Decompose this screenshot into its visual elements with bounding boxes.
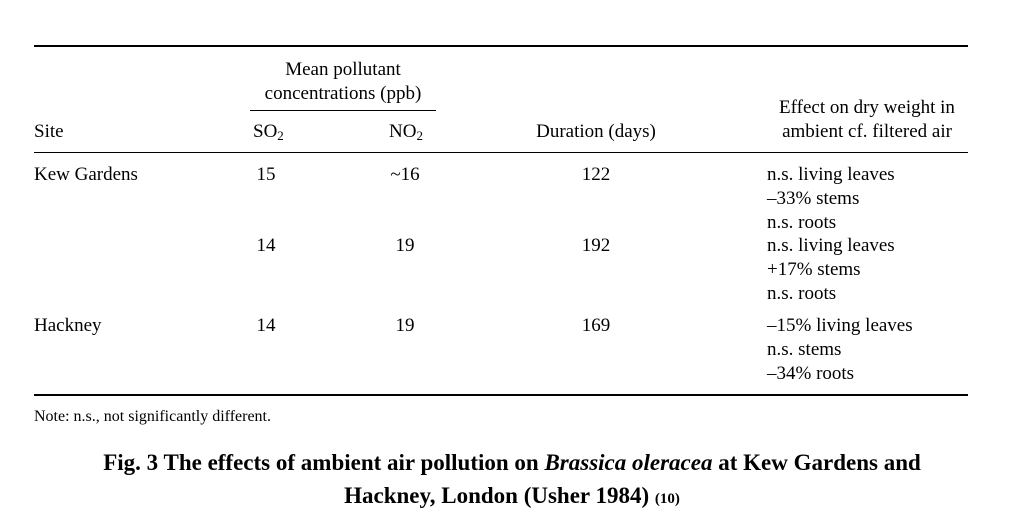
effect-header-line1: Effect on dry weight in [779,97,955,118]
row2-effects: n.s. living leaves +17% stems n.s. roots [767,234,895,306]
row2-duration: 192 [581,235,611,256]
caption-line2-text: Hackney, London (Usher 1984) [344,483,655,508]
column-header-no2: NO2 [389,120,423,144]
caption-line2: Hackney, London (Usher 1984) (10) [0,479,1024,516]
group-header: Mean pollutant concentrations (ppb) [240,58,446,106]
so2-subscript: 2 [277,128,284,143]
row1-site: Kew Gardens [34,164,138,185]
header-bottom-rule [34,152,968,153]
group-header-line2: concentrations (ppb) [264,83,422,104]
group-header-line1: Mean pollutant [285,59,401,80]
so2-base: SO [253,121,278,142]
row1-duration: 122 [581,164,611,185]
row3-site: Hackney [34,315,102,336]
column-header-so2: SO2 [253,120,284,144]
row3-effect-3: –34% roots [767,363,855,384]
caption-reference: (10) [654,491,680,507]
row1-effect-2: –33% stems [767,188,860,209]
row2-so2: 14 [256,235,276,256]
caption-part1: Fig. 3 The effects of ambient air pollut… [103,450,545,475]
no2-base: NO [389,121,417,142]
row1-so2: 15 [256,164,276,185]
row3-effect-2: n.s. stems [767,339,842,360]
row1-effects: n.s. living leaves –33% stems n.s. roots [767,163,895,235]
row3-no2: 19 [395,315,415,336]
row3-duration: 169 [581,315,611,336]
caption-species: Brassica oleracea [544,450,713,475]
figure-caption: Fig. 3 The effects of ambient air pollut… [0,446,1024,516]
column-header-effect: Effect on dry weight in ambient cf. filt… [758,96,976,144]
row1-no2: ~16 [390,164,420,185]
effect-header-line2: ambient cf. filtered air [782,121,952,142]
column-header-duration: Duration (days) [536,121,656,142]
table-note: Note: n.s., not significantly different. [34,408,271,425]
no2-subscript: 2 [416,128,423,143]
row2-effect-1: n.s. living leaves [767,235,895,256]
table-top-rule [34,45,968,47]
row2-effect-3: n.s. roots [767,283,837,304]
group-header-rule [250,110,436,111]
caption-line1: Fig. 3 The effects of ambient air pollut… [0,446,1024,479]
row3-effects: –15% living leaves n.s. stems –34% roots [767,314,913,386]
row2-effect-2: +17% stems [767,259,861,280]
caption-part2: at Kew Gardens and [712,450,921,475]
column-header-site: Site [34,121,64,142]
row3-effect-1: –15% living leaves [767,315,913,336]
row3-so2: 14 [256,315,276,336]
row2-no2: 19 [395,235,415,256]
table-bottom-rule [34,394,968,396]
row1-effect-1: n.s. living leaves [767,164,895,185]
row1-effect-3: n.s. roots [767,212,837,233]
